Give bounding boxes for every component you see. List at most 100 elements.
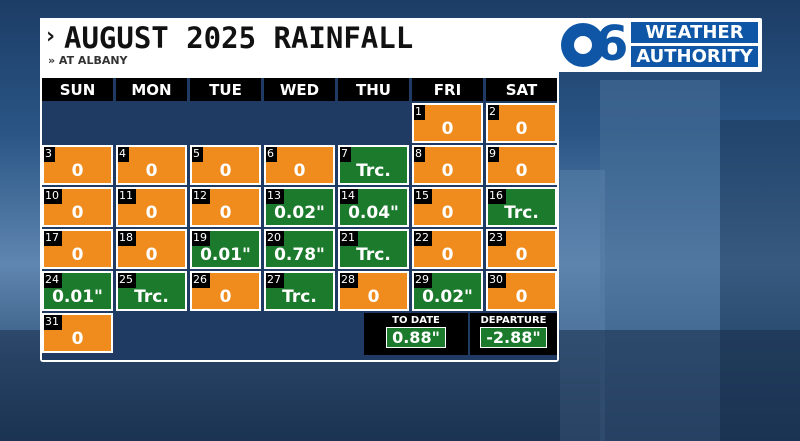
page-title: AUGUST 2025 RAINFALL [64,21,414,55]
rainfall-value: 0 [515,161,528,181]
calendar-day-cell: 13 0.02" [264,187,335,227]
rainfall-value: Trc. [282,287,317,307]
weekday-header: MON [116,78,187,101]
day-number: 6 [266,147,277,162]
calendar-day-cell: 17 0 [42,229,113,269]
day-number: 26 [192,273,210,288]
rainfall-calendar-panel: › AUGUST 2025 RAINFALL » AT ALBANY SUN MO… [40,18,559,362]
rainfall-value: 0 [515,245,528,265]
rainfall-value: 0 [145,161,158,181]
day-number: 21 [340,231,358,246]
rainfall-value: 0 [71,161,84,181]
day-number: 27 [266,273,284,288]
weekday-header: WED [264,78,335,101]
day-number: 8 [414,147,425,162]
day-number: 19 [192,231,210,246]
calendar-day-cell: 30 0 [486,271,557,311]
rainfall-value: 0.04" [348,203,399,223]
day-number: 23 [488,231,506,246]
calendar-day-cell: 18 0 [116,229,187,269]
rainfall-value: 0 [219,161,232,181]
day-number: 3 [44,147,55,162]
eye-logo-icon [561,23,605,67]
logo-number: 6 [595,16,629,72]
day-number: 16 [488,189,506,204]
rainfall-value: 0 [293,161,306,181]
calendar-day-cell: 31 0 [42,313,113,353]
calendar-day-cell: 27 Trc. [264,271,335,311]
day-number: 7 [340,147,351,162]
rainfall-value: 0 [145,245,158,265]
calendar-day-cell: 21 Trc. [338,229,409,269]
day-number: 5 [192,147,203,162]
day-number: 30 [488,273,506,288]
calendar-day-cell: 7 Trc. [338,145,409,185]
rainfall-value: 0 [367,287,380,307]
rainfall-value: 0 [441,119,454,139]
day-number: 11 [118,189,136,204]
rainfall-value: 0.02" [422,287,473,307]
weekday-header: FRI [412,78,483,101]
calendar-day-cell: 25 Trc. [116,271,187,311]
day-number: 10 [44,189,62,204]
calendar-day-cell: 26 0 [190,271,261,311]
station-logo: 6 WEATHER AUTHORITY [557,16,762,72]
rainfall-value: Trc. [356,161,391,181]
day-number: 15 [414,189,432,204]
day-number: 18 [118,231,136,246]
rainfall-value: 0 [219,203,232,223]
calendar-day-cell: 28 0 [338,271,409,311]
day-number: 14 [340,189,358,204]
rainfall-value: 0 [515,119,528,139]
day-number: 20 [266,231,284,246]
day-number: 4 [118,147,129,162]
logo-line-1: WEATHER [631,22,758,43]
rainfall-value: Trc. [134,287,169,307]
rainfall-value: 0.02" [274,203,325,223]
weekday-header: TUE [190,78,261,101]
rainfall-value: 0 [71,245,84,265]
rainfall-value: 0.01" [52,287,103,307]
rainfall-value: 0 [441,203,454,223]
weekday-header: SUN [42,78,113,101]
day-number: 29 [414,273,432,288]
rainfall-value: 0 [515,287,528,307]
calendar-day-cell: 19 0.01" [190,229,261,269]
day-number: 1 [414,105,425,120]
rainfall-value: 0 [219,287,232,307]
day-number: 31 [44,315,62,330]
calendar-day-cell: 29 0.02" [412,271,483,311]
to-date-summary: TO DATE 0.88" [364,313,468,355]
calendar-grid: SUN MON TUE WED THU FRI SAT 1 0 2 0 3 0 4 0 5 0 6 0 7 Trc. 8 0… [42,78,557,360]
rainfall-value: 0 [441,245,454,265]
rainfall-value: 0 [441,161,454,181]
calendar-day-cell: 20 0.78" [264,229,335,269]
calendar-day-cell: 15 0 [412,187,483,227]
day-number: 17 [44,231,62,246]
summary-label: TO DATE [392,315,440,326]
calendar-day-cell: 23 0 [486,229,557,269]
rainfall-value: 0 [71,329,84,349]
rainfall-value: 0.78" [274,245,325,265]
calendar-day-cell: 14 0.04" [338,187,409,227]
summary-value: -2.88" [480,327,547,348]
location-subtitle: » AT ALBANY [48,54,128,67]
day-number: 13 [266,189,284,204]
calendar-day-cell: 16 Trc. [486,187,557,227]
calendar-day-cell: 22 0 [412,229,483,269]
rainfall-value: 0.01" [200,245,251,265]
calendar-day-cell: 24 0.01" [42,271,113,311]
weekday-header: THU [338,78,409,101]
day-number: 24 [44,273,62,288]
summary-label: DEPARTURE [480,315,547,326]
day-number: 28 [340,273,358,288]
weekday-header: SAT [486,78,557,101]
summary-value: 0.88" [386,327,446,348]
chevron-right-icon: › [46,24,56,49]
calendar-day-cell: 10 0 [42,187,113,227]
